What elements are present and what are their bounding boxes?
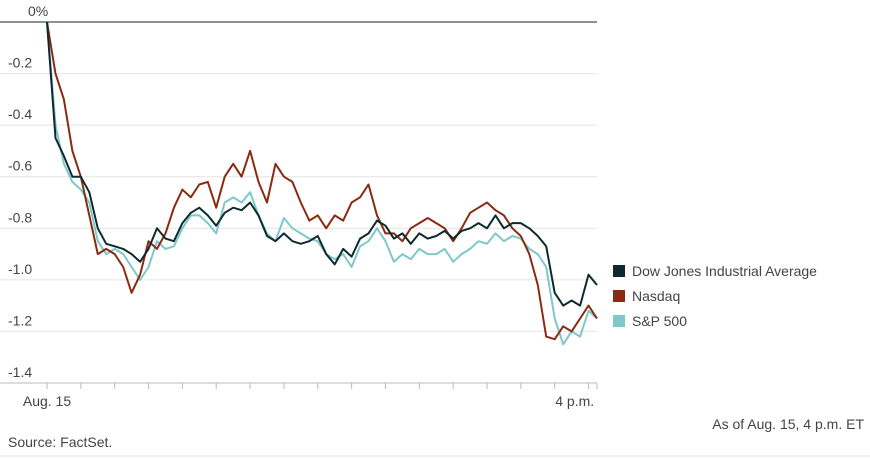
source: Source: FactSet.: [8, 434, 112, 450]
y-tick-label: -1.2: [8, 312, 32, 328]
legend-label: Nasdaq: [632, 288, 680, 304]
y-tick-label: -1.0: [8, 261, 32, 277]
series-line: [46, 21, 598, 307]
x-tick-label: Aug. 15: [23, 393, 71, 409]
x-tick-label: 4 p.m.: [555, 393, 594, 409]
y-tick-label: 0%: [28, 3, 48, 19]
y-tick-label: -0.2: [8, 55, 32, 71]
note: As of Aug. 15, 4 p.m. ET: [712, 416, 864, 432]
series-line: [46, 21, 598, 341]
y-tick-label: -0.8: [8, 209, 32, 225]
y-tick-label: -1.4: [8, 364, 32, 380]
y-tick-label: -0.6: [8, 158, 32, 174]
legend-label: Dow Jones Industrial Average: [632, 263, 817, 279]
y-tick-label: -0.4: [8, 106, 32, 122]
legend-swatch: [613, 315, 625, 327]
legend-label: S&P 500: [632, 313, 687, 329]
series-line: [46, 21, 598, 346]
legend-swatch: [613, 290, 625, 302]
legend-swatch: [613, 265, 625, 277]
